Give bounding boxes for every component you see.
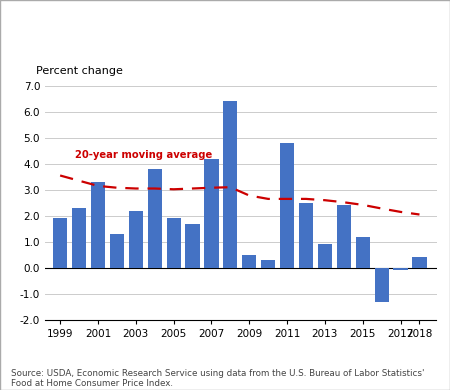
Bar [110, 234, 124, 268]
Bar [356, 237, 370, 268]
Bar [318, 245, 332, 268]
Text: 20-year moving average: 20-year moving average [75, 150, 212, 160]
Text: Annual change in retail food prices, 1999–2018: Annual change in retail food prices, 199… [11, 18, 374, 32]
Text: Source: USDA, Economic Research Service using data from the U.S. Bureau of Labor: Source: USDA, Economic Research Service … [11, 369, 425, 388]
Bar [91, 182, 105, 268]
Bar [204, 159, 219, 268]
Bar [412, 257, 427, 268]
Bar [261, 260, 275, 268]
Bar [242, 255, 256, 268]
Text: Percent change: Percent change [36, 66, 123, 76]
Bar [53, 218, 67, 268]
Bar [393, 268, 408, 270]
Bar [337, 206, 351, 268]
Bar [185, 223, 200, 268]
Bar [223, 101, 238, 268]
Bar [299, 203, 313, 268]
Bar [129, 211, 143, 268]
Bar [166, 218, 181, 268]
Bar [280, 143, 294, 268]
Bar [148, 169, 162, 268]
Bar [374, 268, 389, 301]
Bar [72, 208, 86, 268]
